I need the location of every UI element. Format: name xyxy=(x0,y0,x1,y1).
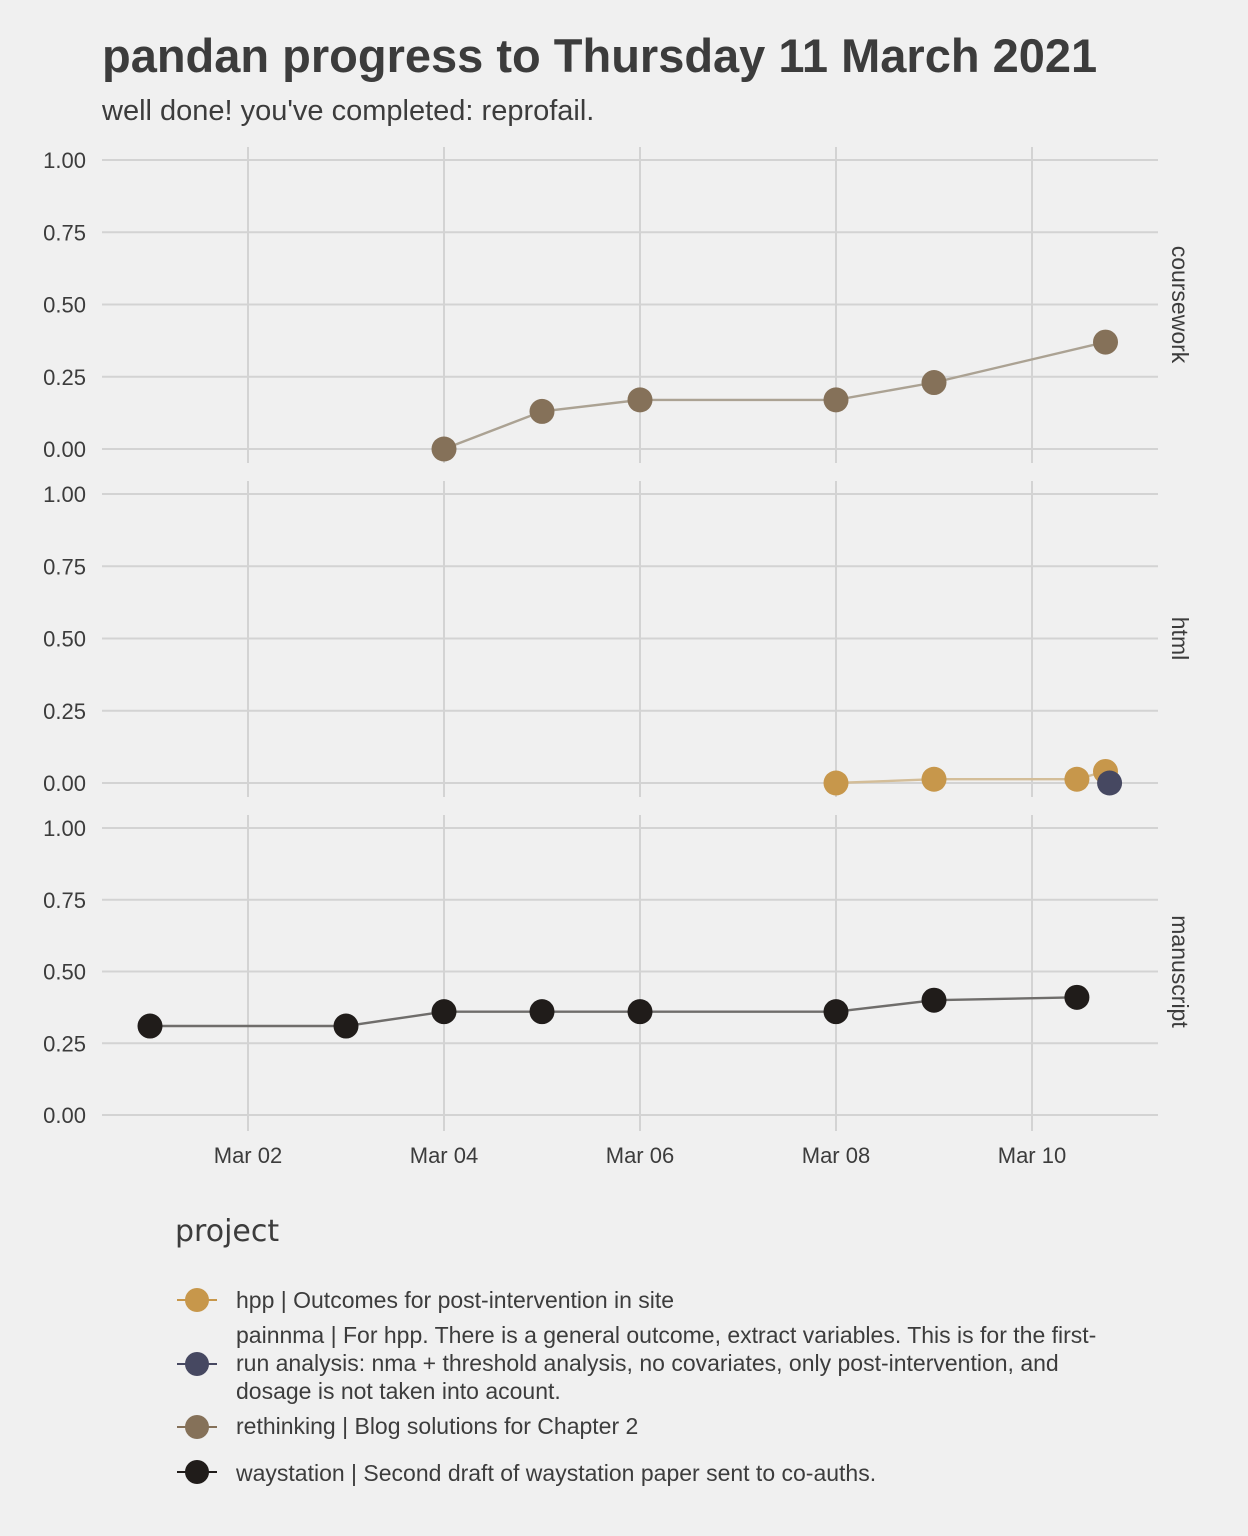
x-tick-label: Mar 04 xyxy=(410,1143,478,1168)
y-tick-label: 0.50 xyxy=(43,960,86,985)
legend-label-painnma: painnma | For hpp. There is a general ou… xyxy=(236,1322,1097,1404)
y-tick-label: 0.00 xyxy=(43,771,86,796)
y-tick-label: 0.00 xyxy=(43,437,86,462)
chart-subtitle: well done! you've completed: reprofail. xyxy=(102,95,595,127)
y-tick-label: 0.75 xyxy=(43,220,86,245)
y-tick-label: 0.50 xyxy=(43,293,86,318)
legend-key-waystation xyxy=(175,1458,219,1486)
facet-panel-manuscript: 0.00 0.25 0.50 0.75 1.00 manuscript xyxy=(43,815,1193,1131)
y-tick-label: 0.75 xyxy=(43,888,86,913)
legend-title: project xyxy=(175,1214,280,1249)
legend-dot-painnma xyxy=(185,1352,209,1376)
data-point-rethinking xyxy=(627,387,653,413)
data-point-hpp xyxy=(823,770,849,796)
legend-dot-waystation xyxy=(185,1460,209,1484)
legend-label-rethinking: rethinking | Blog solutions for Chapter … xyxy=(236,1413,639,1439)
data-point-waystation xyxy=(1064,984,1090,1010)
y-tick-label: 0.25 xyxy=(43,699,86,724)
legend-dot-rethinking xyxy=(185,1415,209,1439)
data-point-hpp xyxy=(921,766,947,792)
y-tick-label: 1.00 xyxy=(43,816,86,841)
data-point-waystation xyxy=(627,999,653,1025)
facet-panel-coursework: 0.00 0.25 0.50 0.75 1.00 coursework xyxy=(43,147,1193,463)
x-tick-label: Mar 06 xyxy=(606,1143,674,1168)
series-line-hpp xyxy=(835,770,1106,785)
y-tick-label: 0.00 xyxy=(43,1103,86,1128)
data-point-rethinking xyxy=(431,436,457,462)
y-tick-label: 0.25 xyxy=(43,1031,86,1056)
data-point-waystation xyxy=(333,1013,359,1039)
faceted-line-chart: 0.000.250.500.751.00coursework0.000.250.… xyxy=(43,147,1193,1168)
legend-dot-hpp xyxy=(185,1288,209,1312)
data-point-waystation xyxy=(921,987,947,1013)
legend-label-waystation: waystation | Second draft of waystation … xyxy=(236,1460,877,1486)
data-point-rethinking xyxy=(823,387,849,413)
data-point-painnma xyxy=(1097,770,1123,796)
data-point-waystation xyxy=(823,999,849,1025)
data-point-rethinking xyxy=(1093,329,1118,355)
legend-label-hpp: hpp | Outcomes for post-intervention in … xyxy=(236,1287,675,1313)
facet-label-manuscript: manuscript xyxy=(1167,915,1193,1028)
facet-panel-html: 0.00 0.25 0.50 0.75 1.00 html xyxy=(43,481,1193,797)
chart-title: pandan progress to Thursday 11 March 202… xyxy=(102,29,1098,82)
y-tick-label: 1.00 xyxy=(43,482,86,507)
x-tick-label: Mar 08 xyxy=(802,1143,870,1168)
x-tick-label: Mar 02 xyxy=(214,1143,282,1168)
data-point-rethinking xyxy=(529,398,555,424)
data-point-waystation xyxy=(431,999,457,1025)
legend-key-rethinking xyxy=(175,1413,219,1441)
facet-label-html: html xyxy=(1167,617,1193,660)
x-tick-label: Mar 10 xyxy=(998,1143,1066,1168)
data-point-waystation xyxy=(529,999,555,1025)
y-tick-label: 1.00 xyxy=(43,148,86,173)
data-point-rethinking xyxy=(921,370,947,396)
series-line-rethinking xyxy=(443,340,1106,451)
legend-key-hpp xyxy=(175,1286,219,1314)
y-tick-label: 0.25 xyxy=(43,365,86,390)
data-point-hpp xyxy=(1064,766,1090,792)
y-tick-label: 0.75 xyxy=(43,554,86,579)
series-line-waystation xyxy=(150,996,1077,1028)
facet-label-coursework: coursework xyxy=(1167,246,1193,364)
legend-key-painnma xyxy=(175,1350,219,1378)
y-tick-label: 0.50 xyxy=(43,627,86,652)
data-point-waystation xyxy=(137,1013,163,1039)
